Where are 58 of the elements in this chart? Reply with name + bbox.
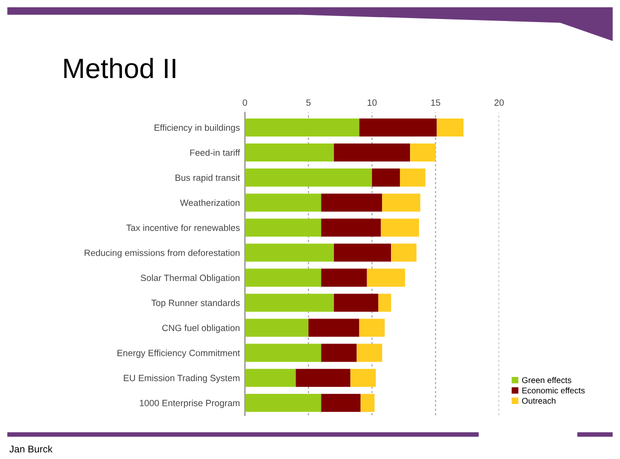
bar [366, 268, 406, 287]
x-tick-label: 20 [494, 99, 504, 106]
bar [372, 168, 400, 187]
bar [321, 394, 361, 412]
legend-label: Outreach [522, 398, 556, 404]
bar [244, 218, 322, 237]
bar [378, 294, 392, 312]
bar [244, 344, 322, 362]
bar [244, 294, 334, 312]
x-tick-label: 15 [431, 100, 440, 106]
y-tick-label: Reducing emissions from deforestation [84, 249, 240, 258]
bar [244, 318, 308, 337]
bar [356, 344, 382, 362]
bar [244, 168, 372, 187]
bar [350, 368, 376, 387]
legend-label: Economic effects [522, 387, 585, 394]
x-tick-label: 0 [242, 99, 248, 106]
y-tick-label: Energy Efficiency Commitment [118, 350, 240, 358]
bar [410, 144, 436, 162]
legend-label: Green effects [522, 376, 572, 384]
y-tick-label: Tax incentive for renewables [126, 224, 240, 231]
x-tick-label: 10 [368, 99, 377, 106]
bar [244, 118, 360, 136]
bar [321, 218, 381, 237]
bar [244, 144, 334, 162]
bar [244, 244, 334, 262]
bar [334, 144, 410, 162]
bar [244, 368, 296, 387]
bar [321, 194, 382, 212]
bar [436, 118, 464, 136]
y-tick-label: EU Emission Trading System [124, 374, 240, 383]
y-tick-label: Top Runner standards [151, 299, 240, 308]
y-tick-label: Feed-in tariff [190, 149, 240, 156]
bar [334, 294, 378, 312]
bar [308, 318, 360, 337]
y-tick-label: CNG fuel obligation [162, 324, 240, 333]
bar [244, 394, 322, 412]
bar [334, 244, 392, 262]
chart-title: Method II [64, 58, 176, 78]
bar [359, 118, 437, 136]
bar [380, 218, 420, 237]
x-tick-label: 5 [306, 100, 311, 106]
bar [360, 394, 375, 412]
bar [321, 268, 367, 287]
y-tick-label: Weatherization [180, 199, 240, 206]
bar [244, 268, 322, 287]
text: Jan Burck [9, 445, 53, 452]
bar [400, 168, 426, 187]
bar [296, 368, 350, 387]
y-tick-label: Bus rapid transit [176, 174, 240, 183]
bar [244, 194, 322, 212]
bar [321, 344, 357, 362]
y-tick-label: Solar Thermal Obligation [140, 274, 240, 283]
bar [382, 194, 420, 212]
y-tick-label: 1000 Enterprise Program [140, 400, 240, 408]
y-tick-label: Efficiency in buildings [154, 124, 240, 133]
bar [359, 318, 385, 337]
bar [391, 244, 416, 262]
